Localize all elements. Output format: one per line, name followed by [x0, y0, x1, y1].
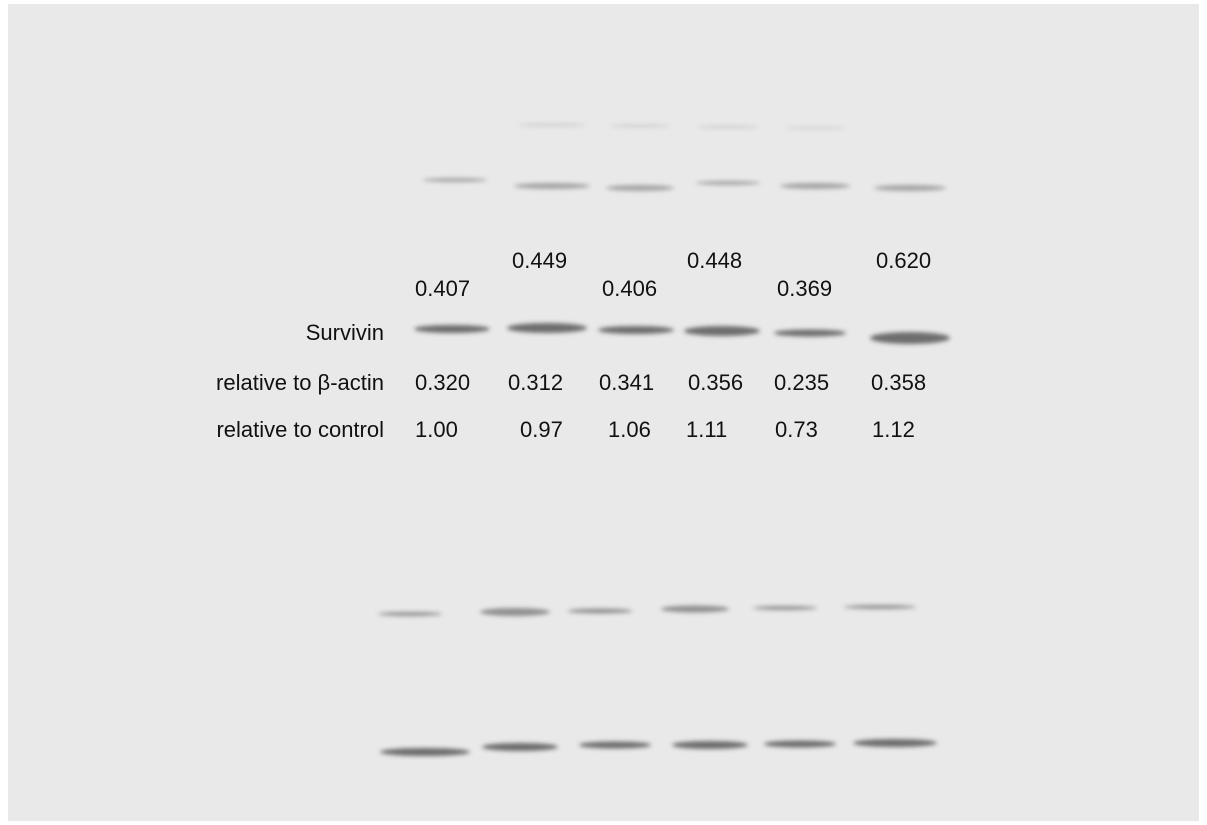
ratio-value: 0.312 [508, 370, 563, 395]
densitometry-value: 0.620 [876, 248, 931, 273]
densitometry-value: 0.407 [415, 276, 470, 301]
densitometry-value: 0.449 [512, 248, 567, 273]
ratio-value: 0.320 [415, 370, 470, 395]
ratio-value: 0.341 [599, 370, 654, 395]
row-label: relative to β-actin [216, 370, 384, 395]
ratio-value: 1.11 [686, 417, 727, 442]
ratio-value: 0.356 [688, 370, 743, 395]
ratio-value: 1.00 [415, 417, 458, 442]
ratio-value: 0.235 [774, 370, 829, 395]
densitometry-value: 0.406 [602, 276, 657, 301]
protein-label: Survivin [306, 320, 384, 345]
ratio-value: 1.06 [608, 417, 651, 442]
ratio-value: 0.73 [775, 417, 818, 442]
row-label: relative to control [216, 417, 384, 442]
densitometry-value: 0.448 [687, 248, 742, 273]
densitometry-value: 0.369 [777, 276, 832, 301]
blot-figure: 0.407 0.449 0.406 0.448 0.369 0.620 Surv… [0, 0, 1207, 825]
ratio-value: 0.97 [520, 417, 563, 442]
ratio-value: 1.12 [872, 417, 915, 442]
ratio-value: 0.358 [871, 370, 926, 395]
blot-background [8, 4, 1199, 821]
